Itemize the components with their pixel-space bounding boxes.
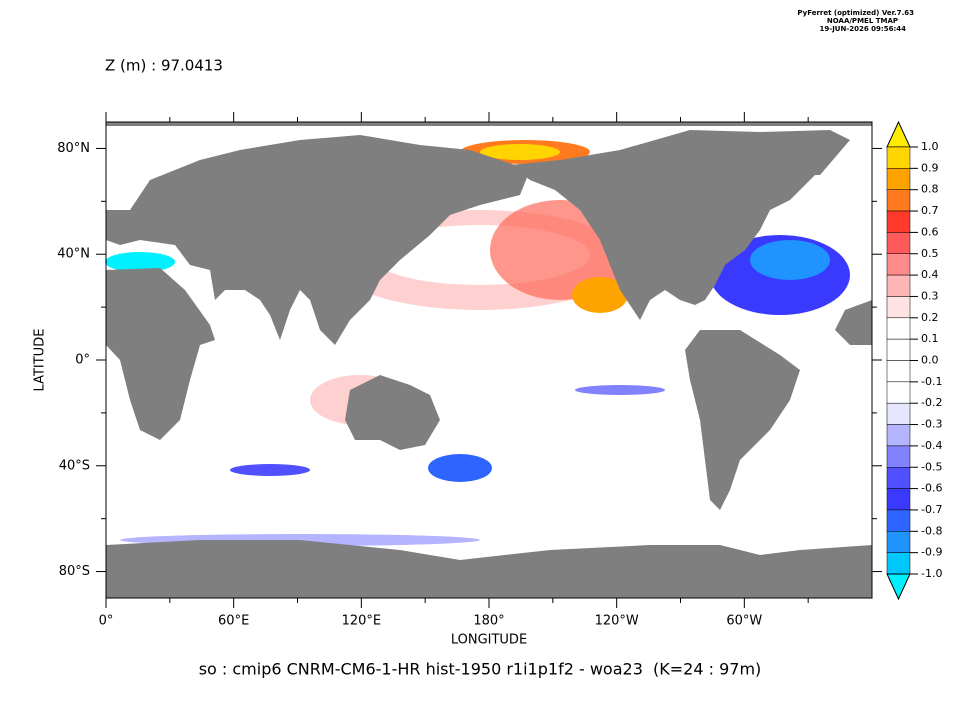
anomaly-patch [575, 385, 665, 395]
subtitle: Z (m) : 97.0413 [105, 57, 223, 75]
colorbar-label: -0.2 [921, 396, 942, 409]
africa-west [835, 300, 872, 345]
colorbar-band [886, 168, 911, 190]
y-tick-label: 80°S [59, 564, 90, 579]
anomaly-patch [480, 144, 560, 160]
land-strip [106, 122, 872, 126]
y-tick-label: 40°N [57, 247, 90, 262]
header-line: PyFerret (optimized) Ver.7.63 [797, 9, 914, 17]
colorbar-band [886, 253, 911, 276]
anomaly-patch [572, 277, 628, 313]
y-tick-label: 0° [75, 353, 90, 368]
colorbar-band [886, 402, 911, 425]
y-tick-label: 80°N [57, 141, 90, 156]
colorbar-band [886, 381, 911, 404]
colorbar-band [886, 552, 911, 575]
colorbar-label: -0.4 [921, 439, 942, 452]
anomaly-patch [750, 240, 830, 280]
colorbar-band [886, 424, 911, 447]
colorbar-band [886, 146, 911, 169]
x-tick-label: 120°W [595, 614, 639, 629]
colorbar-band [886, 509, 911, 532]
x-tick-label: 60°E [218, 614, 249, 629]
colorbar-label: -0.7 [921, 503, 942, 516]
colorbar-band [886, 488, 911, 511]
colorbar-band [886, 232, 911, 254]
colorbar-band [886, 445, 911, 468]
colorbar-band [886, 210, 911, 233]
colorbar-band [886, 296, 911, 319]
colorbar-label: -0.9 [921, 546, 942, 559]
colorbar-band [886, 317, 911, 340]
australia [345, 375, 440, 450]
colorbar-label: 0.6 [921, 225, 939, 238]
colorbar-label: 0.3 [921, 289, 939, 302]
colorbar-label: -0.6 [921, 482, 942, 495]
axes: 0° 60°E 120°E 180° 120°W 60°W 80°N 40°N 0° 40°S 80… [57, 112, 942, 629]
colorbar-band [886, 189, 911, 212]
colorbar-label: -1.0 [921, 567, 942, 580]
colorbar-band [886, 467, 911, 489]
antarctica [106, 540, 872, 598]
colorbar-label: -0.1 [921, 375, 942, 388]
colorbar-band [886, 274, 911, 297]
north-america [510, 130, 820, 320]
greenland [760, 130, 850, 175]
south-america [685, 330, 800, 510]
africa [106, 268, 215, 440]
colorbar-extend-low [886, 573, 911, 601]
colorbar-band [886, 531, 911, 553]
colorbar-band [886, 338, 911, 361]
x-tick-label: 120°E [342, 614, 382, 629]
colorbar-label: -0.5 [921, 460, 942, 473]
colorbar-label: 1.0 [921, 140, 939, 153]
colorbar-label: 0.5 [921, 247, 939, 260]
colorbar-label: 0.0 [921, 354, 939, 367]
header-line: NOAA/PMEL TMAP [827, 17, 898, 25]
y-axis-label: LATITUDE [33, 329, 48, 392]
land [106, 122, 872, 598]
colorbar-label: 0.7 [921, 204, 939, 217]
colorbar-label: 0.2 [921, 311, 939, 324]
x-tick-label: 60°W [726, 614, 762, 629]
title: so : cmip6 CNRM-CM6-1-HR hist-1950 r1i1p… [199, 660, 762, 679]
x-tick-label: 0° [99, 614, 114, 629]
y-tick-label: 40°S [59, 458, 90, 473]
colorbar-label: 0.9 [921, 161, 939, 174]
colorbar-band [886, 360, 911, 383]
colorbar-label: 0.1 [921, 332, 939, 345]
anomaly-patch [105, 252, 175, 272]
x-axis-label: LONGITUDE [451, 633, 527, 648]
eurasia [106, 135, 530, 345]
colorbar-label: 0.8 [921, 183, 939, 196]
x-tick-label: 180° [473, 614, 504, 629]
colorbar-label: -0.3 [921, 418, 942, 431]
anomaly-patch [230, 464, 310, 476]
header-line: 19-JUN-2026 09:56:44 [820, 25, 907, 33]
colorbar-label: -0.8 [921, 524, 942, 537]
colorbar-extend-high [886, 120, 911, 148]
colorbar-label: 0.4 [921, 268, 939, 281]
anomaly-patch [428, 454, 492, 482]
